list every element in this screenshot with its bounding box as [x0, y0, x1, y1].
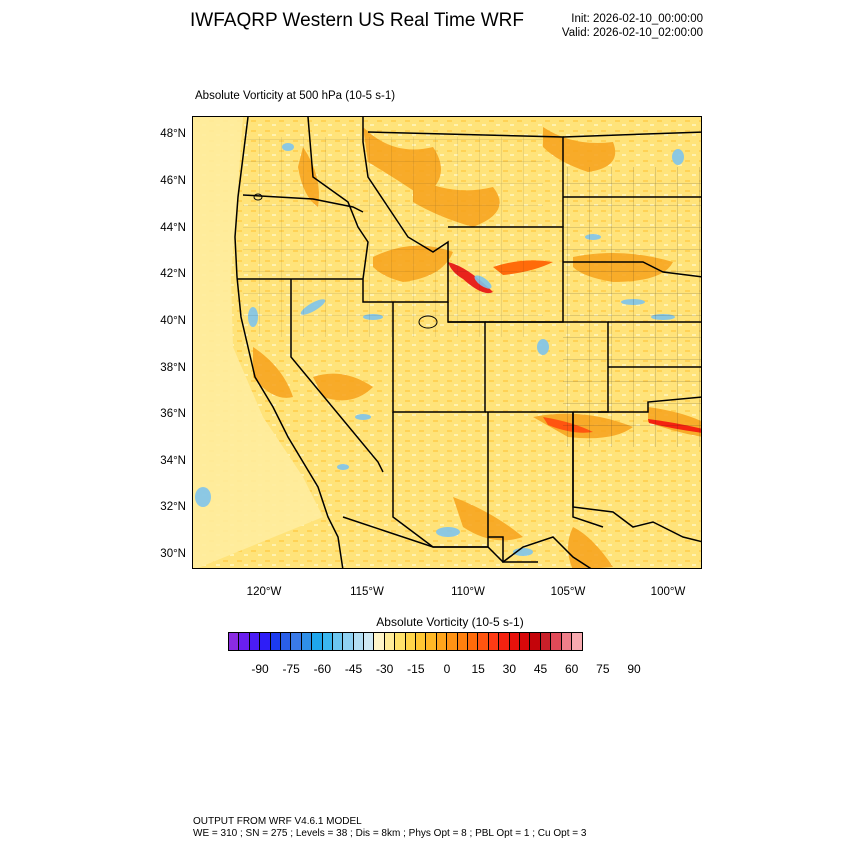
- map-canvas: [193, 117, 701, 568]
- colorbar-box: [436, 633, 448, 650]
- colorbar-box: [280, 633, 292, 650]
- colorbar-tick-label: 45: [533, 662, 548, 676]
- colorbar-box: [301, 633, 313, 650]
- map-title: IWFAQRP Western US Real Time WRF: [190, 10, 524, 31]
- colorbar-box: [384, 633, 396, 650]
- lat-label-44: 44°N: [160, 222, 186, 234]
- footer-config: WE = 310 ; SN = 275 ; Levels = 38 ; Dis …: [193, 828, 587, 839]
- colorbar-box: [478, 633, 489, 650]
- colorbar-box: [509, 633, 520, 650]
- colorbar-tick-label: -60: [313, 662, 331, 676]
- county-lines: [563, 167, 701, 447]
- colorbar-box: [260, 633, 271, 650]
- lat-label-42: 42°N: [160, 268, 186, 280]
- colorbar-tick-label: 75: [596, 662, 610, 676]
- lat-label-38: 38°N: [160, 362, 186, 374]
- colorbar-box: [270, 633, 281, 650]
- lon-label-110w: 110°W: [451, 586, 485, 598]
- lakes: [253, 193, 438, 329]
- init-time: Init: 2026-02-10_00:00:00: [571, 13, 703, 25]
- colorbar-box: [561, 633, 572, 650]
- lon-label-105w: 105°W: [550, 586, 586, 598]
- colorbar-box: [488, 633, 500, 650]
- colorbar-box: [249, 633, 261, 650]
- colorbar-box: [540, 633, 552, 650]
- colorbar-box: [447, 633, 458, 650]
- lat-label-36: 36°N: [160, 408, 186, 420]
- colorbar-box: [467, 633, 479, 650]
- colorbar-title: Absolute Vorticity (10-5 s-1): [376, 615, 524, 629]
- colorbar-tick-label: 30: [502, 662, 516, 676]
- colorbar-tick-label: -30: [375, 662, 394, 676]
- colorbar-box: [343, 633, 354, 650]
- colorbar-box: [551, 633, 562, 650]
- colorbar-box: [291, 633, 302, 650]
- lat-label-32: 32°N: [160, 501, 186, 513]
- lat-label-40: 40°N: [160, 315, 186, 327]
- colorbar-box: [499, 633, 510, 650]
- footer-model: OUTPUT FROM WRF V4.6.1 MODEL: [193, 816, 362, 827]
- colorbar-tick-label: 0: [443, 662, 451, 676]
- colorbar-tick-label: -75: [282, 662, 300, 676]
- colorbar-box: [312, 633, 323, 650]
- colorbar-tick-label: 15: [471, 662, 485, 676]
- state-boundaries: [234, 117, 701, 568]
- colorbar-box: [405, 633, 417, 650]
- colorbar-box: [322, 633, 333, 650]
- lon-label-115w: 115°W: [350, 586, 384, 598]
- colorbar-box: [457, 633, 468, 650]
- colorbar-box: [395, 633, 406, 650]
- colorbar-tick-label: -45: [344, 662, 363, 676]
- valid-time: Valid: 2026-02-10_02:00:00: [561, 27, 703, 39]
- colorbar-box: [239, 633, 250, 650]
- vorticity-map: [192, 116, 702, 569]
- colorbar: [228, 632, 584, 651]
- colorbar-tick-label: -90: [251, 662, 269, 676]
- colorbar-box: [571, 633, 583, 650]
- colorbar-tick-label: 60: [564, 662, 579, 676]
- colorbar-box: [519, 633, 531, 650]
- lat-label-34: 34°N: [160, 455, 186, 467]
- lat-label-48: 48°N: [160, 128, 186, 140]
- colorbar-box: [416, 633, 427, 650]
- lat-label-46: 46°N: [160, 175, 186, 187]
- colorbar-tick-label: -15: [407, 662, 425, 676]
- colorbar-box: [374, 633, 385, 650]
- colorbar-box: [353, 633, 365, 650]
- colorbar-box: [332, 633, 344, 650]
- field-label: Absolute Vorticity at 500 hPa (10-5 s-1): [195, 90, 396, 102]
- lat-label-30: 30°N: [160, 548, 186, 560]
- colorbar-tick-label: 90: [627, 662, 641, 676]
- lon-label-100w: 100°W: [650, 586, 686, 598]
- ocean-field: [193, 117, 323, 568]
- colorbar-box: [364, 633, 375, 650]
- lon-label-120w: 120°W: [246, 586, 282, 598]
- colorbar-box: [229, 633, 240, 650]
- colorbar-box: [426, 633, 437, 650]
- colorbar-box: [530, 633, 541, 650]
